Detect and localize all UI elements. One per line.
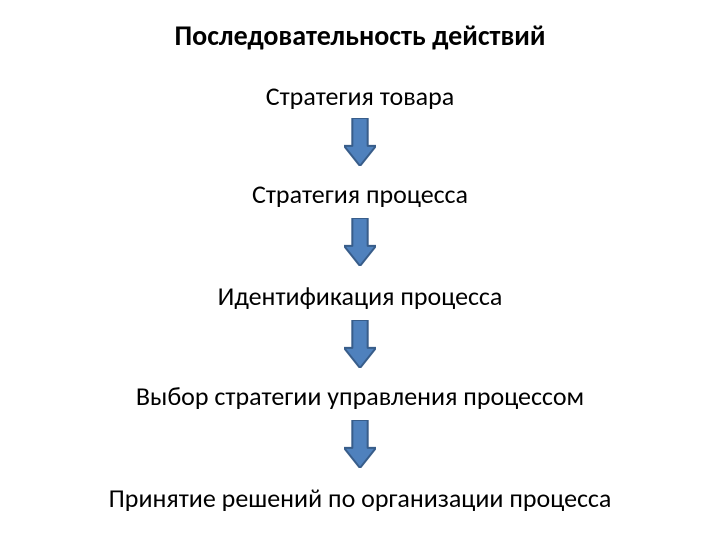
arrow-3 [344, 320, 376, 368]
step-4: Выбор стратегии управления процессом [0, 380, 720, 412]
step-5: Принятие решений по организации процесса [0, 482, 720, 514]
step-2: Стратегия процесса [0, 178, 720, 210]
arrow-1 [344, 118, 376, 166]
step-3: Идентификация процесса [0, 280, 720, 312]
diagram-title: Последовательность действий [0, 18, 720, 53]
step-1: Стратегия товара [0, 80, 720, 112]
arrow-2 [344, 218, 376, 266]
arrow-4 [344, 420, 376, 468]
